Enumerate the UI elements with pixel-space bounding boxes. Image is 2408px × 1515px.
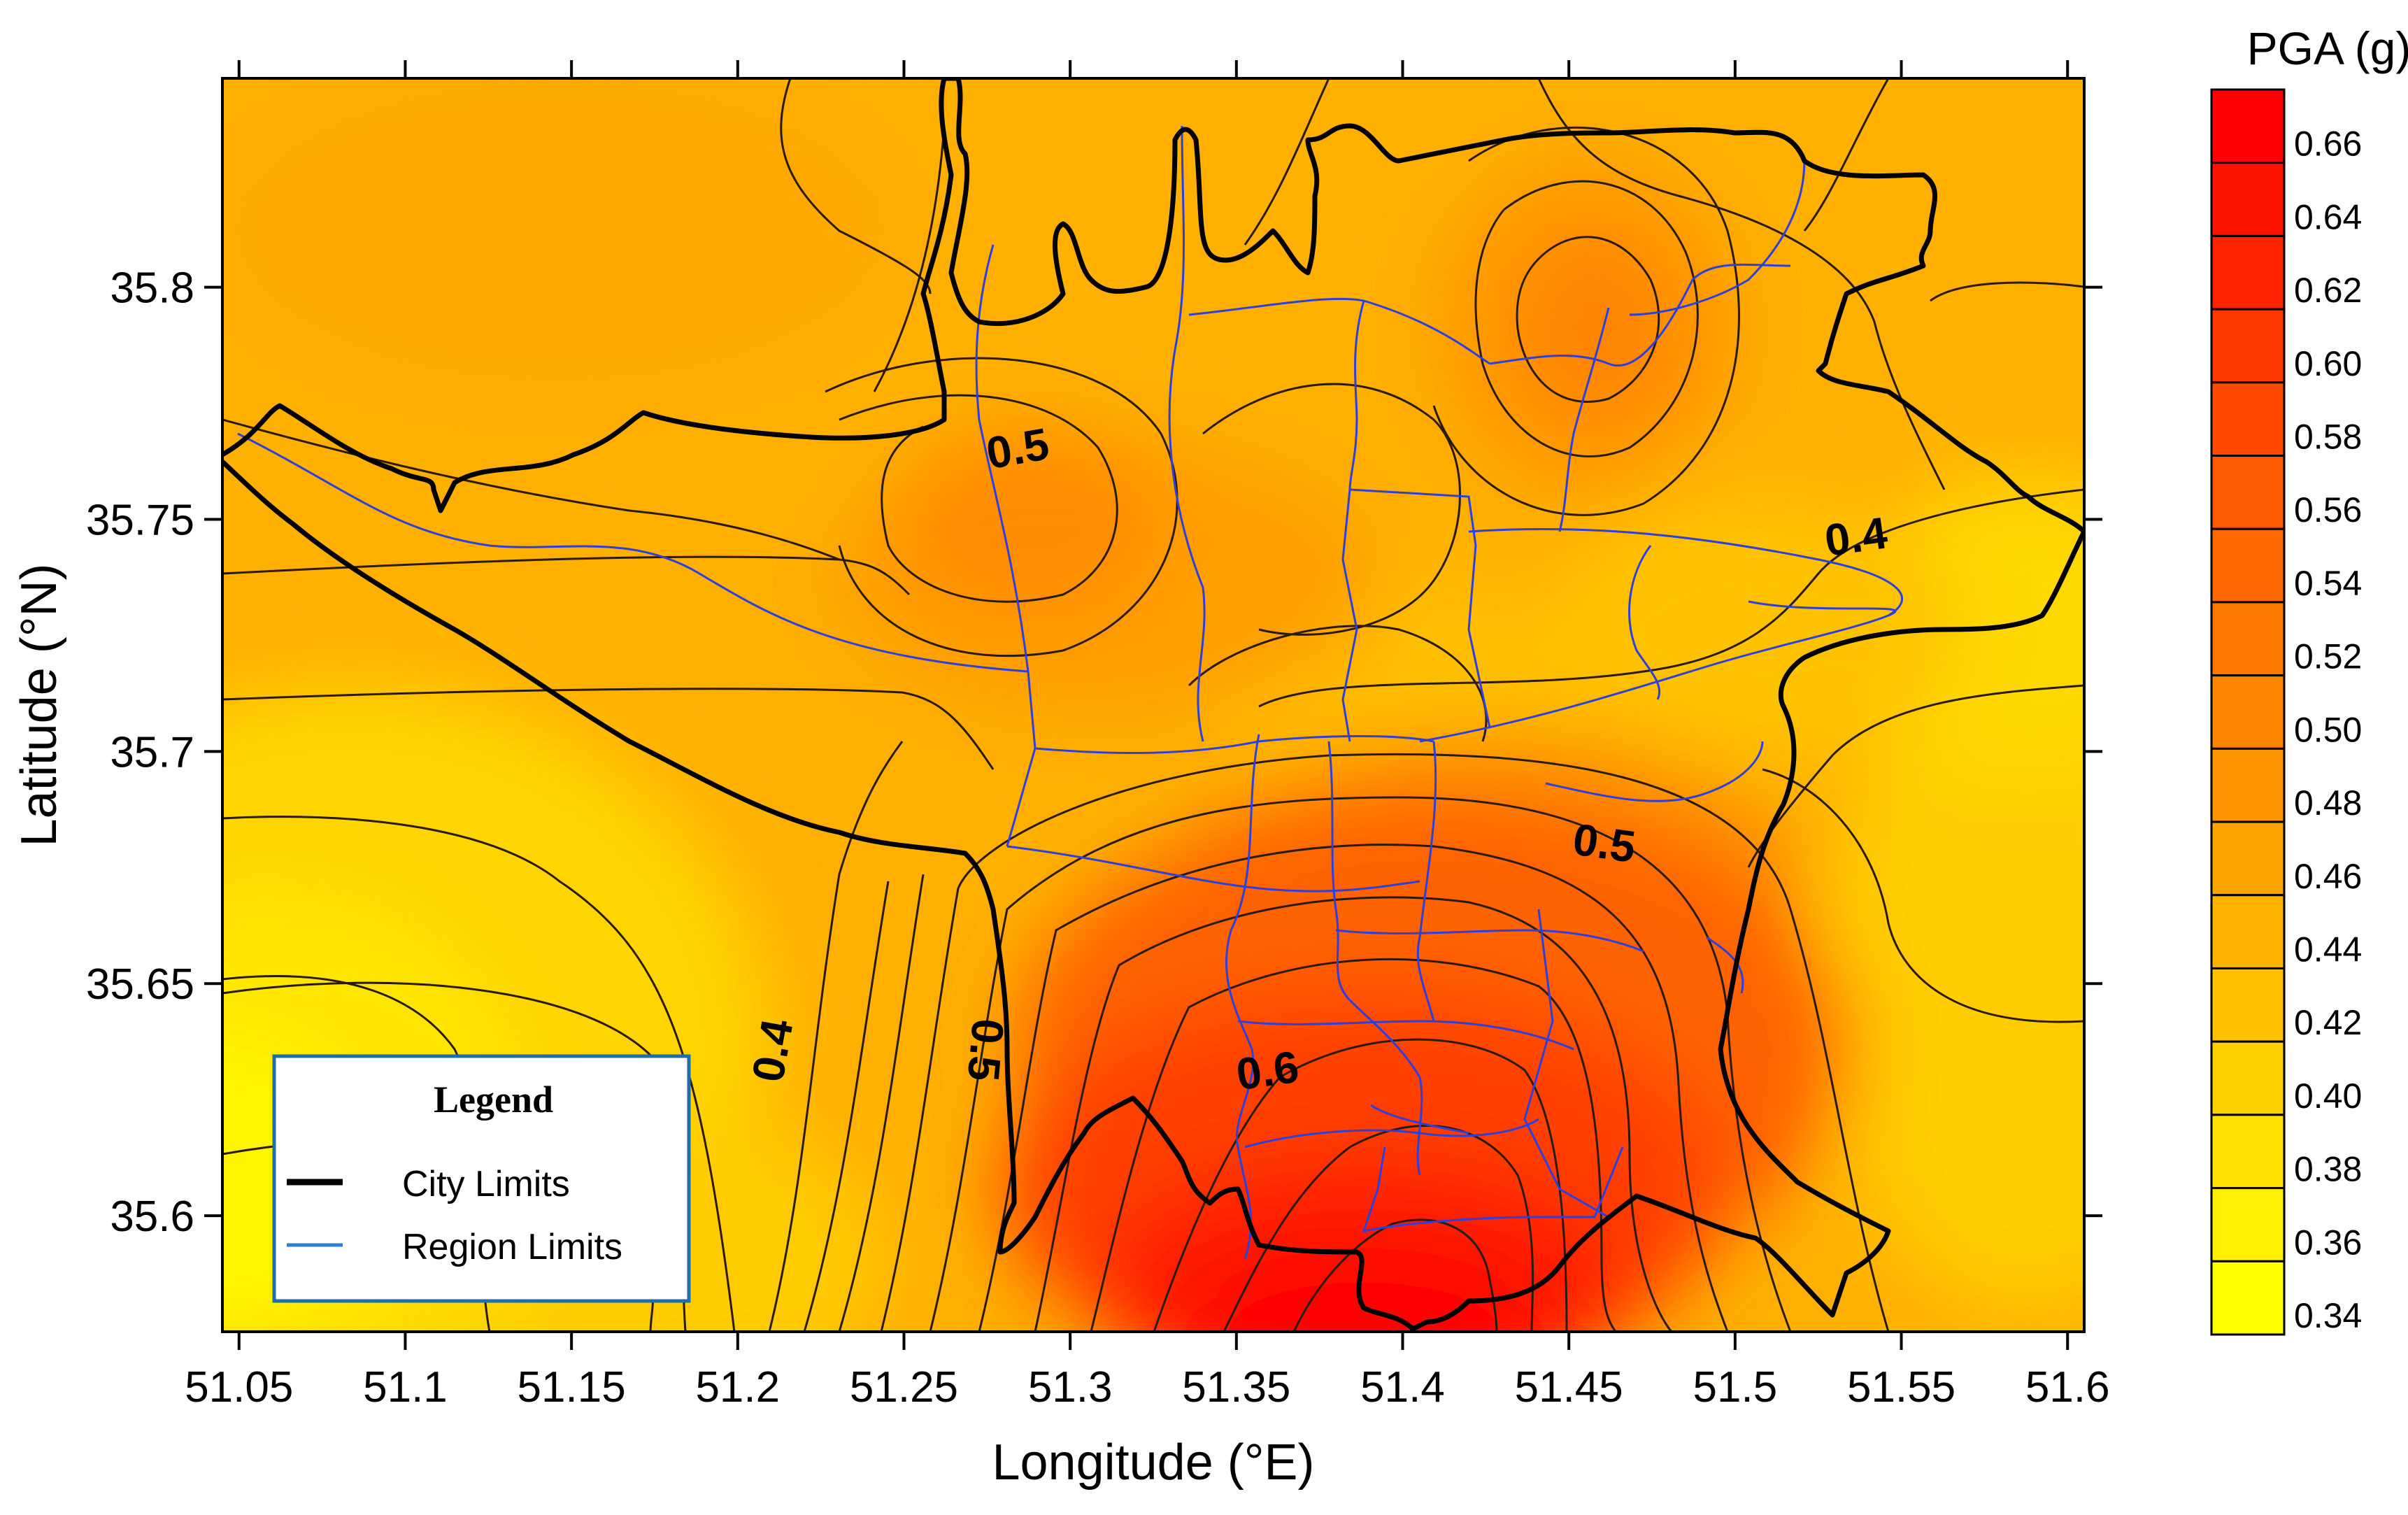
colorbar-cell: [2210, 601, 2286, 677]
colorbar-cell: [2210, 820, 2286, 897]
legend-title: Legend: [434, 1079, 553, 1121]
colorbar-level-label: 0.66: [2294, 125, 2362, 164]
colorbar-level-label: 0.46: [2294, 857, 2362, 896]
colorbar-cell: [2210, 894, 2286, 969]
contour-label: 0.5: [983, 418, 1053, 478]
x-axis-label: Longitude (°E): [992, 1435, 1314, 1491]
colorbar-cell: [2210, 527, 2286, 604]
legend-region-limits-label: Region Limits: [402, 1227, 622, 1267]
legend-city-limits-label: City Limits: [402, 1164, 570, 1204]
colorbar-level-label: 0.64: [2294, 197, 2362, 236]
colorbar-cell: [2210, 1040, 2286, 1116]
y-axis-label: Latitude (°N): [11, 564, 67, 847]
contour-labels: 0.5 0.4 0.5 0.4 0.5 0.6: [742, 418, 1890, 1100]
colorbar-level-label: 0.48: [2294, 783, 2362, 823]
colorbar-cell: [2210, 162, 2286, 237]
x-tick-label: 51.55: [1847, 1363, 1955, 1411]
colorbar-cell: [2210, 308, 2286, 384]
pga-colorbar: PGA (g) 0.66 0.64 0.62 0.60 0.58 0.56 0.54 0.52…: [2210, 22, 2408, 1336]
y-tick-label: 35.7: [110, 728, 194, 776]
colorbar-level-label: 0.60: [2294, 344, 2362, 383]
x-tick-label: 51.35: [1182, 1363, 1290, 1411]
colorbar-cell: [2210, 1260, 2286, 1336]
region-limits: [237, 125, 1904, 1260]
contour-label: 0.4: [1822, 507, 1891, 566]
colorbar-cell: [2210, 88, 2286, 164]
x-tick-label: 51.45: [1515, 1363, 1623, 1411]
colorbar-cell: [2210, 967, 2286, 1043]
city-limits: [222, 78, 2084, 1332]
colorbar-level-label: 0.34: [2294, 1296, 2362, 1335]
colorbar-level-label: 0.52: [2294, 637, 2362, 676]
x-tick-label: 51.5: [1693, 1363, 1778, 1411]
colorbar-level-label: 0.54: [2294, 564, 2362, 603]
contour-label: 0.4: [742, 1015, 802, 1086]
x-tick-label: 51.1: [363, 1363, 448, 1411]
colorbar-level-label: 0.42: [2294, 1003, 2362, 1042]
x-tick-label: 51.15: [518, 1363, 626, 1411]
x-axis-ticks: 51.05 51.1 51.15 51.2 51.25 51.3 51.35 51.4 51.4…: [185, 60, 2110, 1411]
legend-box: [272, 1054, 691, 1303]
colorbar-cell: [2210, 381, 2286, 457]
colorbar-labels: 0.66 0.64 0.62 0.60 0.58 0.56 0.54 0.52 0.50 0.48…: [2294, 125, 2362, 1335]
colorbar-level-label: 0.40: [2294, 1076, 2362, 1116]
x-tick-label: 51.05: [185, 1363, 293, 1411]
colorbar-level-label: 0.62: [2294, 271, 2362, 310]
colorbar-title: PGA (g): [2247, 22, 2408, 74]
y-tick-label: 35.75: [86, 497, 194, 545]
x-tick-label: 51.25: [850, 1363, 958, 1411]
x-tick-label: 51.2: [695, 1363, 780, 1411]
colorbar-cells: [2210, 88, 2286, 1336]
colorbar-level-label: 0.38: [2294, 1150, 2362, 1189]
map-frame: [221, 77, 2086, 1333]
y-axis-ticks: 35.6 35.65 35.7 35.75 35.8: [86, 264, 2102, 1241]
map-legend: Legend City Limits Region Limits: [272, 1054, 691, 1303]
map-plot-area: 0.50.40.50.4 0.5 0.6 51.05 51.1 51.15 51.2 51.…: [11, 60, 2110, 1491]
colorbar-cell: [2210, 455, 2286, 530]
y-tick-label: 35.8: [110, 264, 194, 313]
contour-label: 0.5: [958, 1017, 1013, 1083]
contour-label: 0.6: [1233, 1041, 1302, 1100]
colorbar-cell: [2210, 747, 2286, 823]
colorbar-level-label: 0.56: [2294, 490, 2362, 529]
colorbar-cell: [2210, 234, 2286, 311]
x-tick-label: 51.6: [2025, 1363, 2110, 1411]
x-tick-label: 51.3: [1028, 1363, 1113, 1411]
x-tick-label: 51.4: [1360, 1363, 1445, 1411]
colorbar-cell: [2210, 674, 2286, 750]
contour-label: 0.5: [1570, 813, 1639, 872]
colorbar-level-label: 0.58: [2294, 418, 2362, 457]
y-tick-label: 35.6: [110, 1193, 194, 1241]
colorbar-cell: [2210, 1114, 2286, 1190]
colorbar-level-label: 0.44: [2294, 930, 2362, 969]
colorbar-level-label: 0.50: [2294, 710, 2362, 749]
colorbar-cell: [2210, 1187, 2286, 1262]
colorbar-level-label: 0.36: [2294, 1223, 2362, 1262]
y-tick-label: 35.65: [86, 960, 194, 1009]
